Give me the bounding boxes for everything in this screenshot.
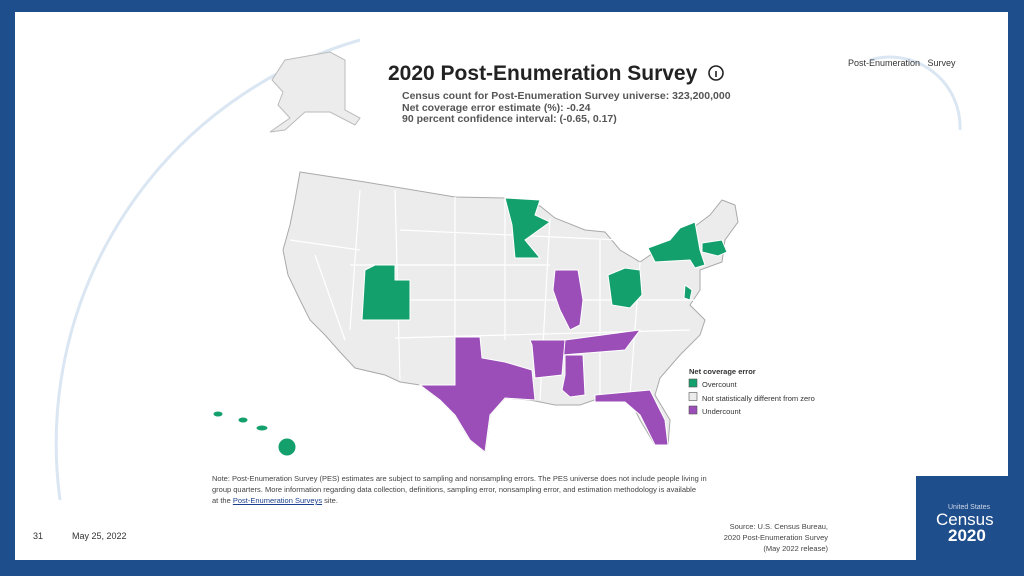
header-label: Post-Enumeration Survey xyxy=(848,58,956,68)
note-text: at the xyxy=(212,496,233,505)
info-icon[interactable] xyxy=(708,65,724,81)
legend-title: Net coverage error xyxy=(689,367,756,376)
subtitle: Census count for Post-Enumeration Survey… xyxy=(402,90,731,102)
logo-bottom: 2020 xyxy=(948,526,986,545)
state xyxy=(529,339,566,379)
note-text: site. xyxy=(322,496,338,505)
census-logo: United States Census 2020 xyxy=(916,476,1024,576)
legend-swatch xyxy=(688,392,698,401)
state xyxy=(255,424,269,432)
note-line: at the Post-Enumeration Surveys site. xyxy=(212,496,338,505)
logo-top: United States xyxy=(948,504,991,511)
state xyxy=(552,269,584,331)
highlighted-states xyxy=(212,197,728,457)
subtitle: 90 percent confidence interval: (-0.65, … xyxy=(402,113,617,125)
logo-middle: Census xyxy=(936,510,994,529)
note-line: Note: Post-Enumeration Survey (PES) esti… xyxy=(212,474,707,483)
note-line: group quarters. More information regardi… xyxy=(212,485,697,494)
state xyxy=(561,354,586,398)
state xyxy=(277,437,297,457)
state xyxy=(701,239,728,257)
state xyxy=(647,221,706,269)
state xyxy=(607,267,643,309)
state xyxy=(418,336,536,453)
legend-swatch xyxy=(688,378,698,388)
source-line: 2020 Post-Enumeration Survey xyxy=(723,533,828,542)
legend-label: Overcount xyxy=(702,380,737,389)
state xyxy=(237,416,249,424)
decor-arc xyxy=(869,55,962,131)
date: May 25, 2022 xyxy=(72,531,127,541)
source-line: (May 2022 release) xyxy=(763,544,828,553)
page-number: 31 xyxy=(33,531,44,541)
legend xyxy=(688,378,698,415)
state xyxy=(683,284,693,301)
source-line: Source: U.S. Census Bureau, xyxy=(729,522,828,531)
note-link[interactable]: Post-Enumeration Surveys xyxy=(232,496,323,505)
subtitle: Net coverage error estimate (%): -0.24 xyxy=(402,102,591,114)
legend-label: Not statistically different from zero xyxy=(702,394,815,403)
state xyxy=(212,410,224,418)
state xyxy=(594,389,669,446)
legend-swatch xyxy=(688,405,698,415)
legend-label: Undercount xyxy=(702,407,741,416)
state xyxy=(361,264,411,321)
state xyxy=(504,197,551,259)
map-title: 2020 Post-Enumeration Survey xyxy=(388,62,698,85)
alaska xyxy=(269,51,361,133)
